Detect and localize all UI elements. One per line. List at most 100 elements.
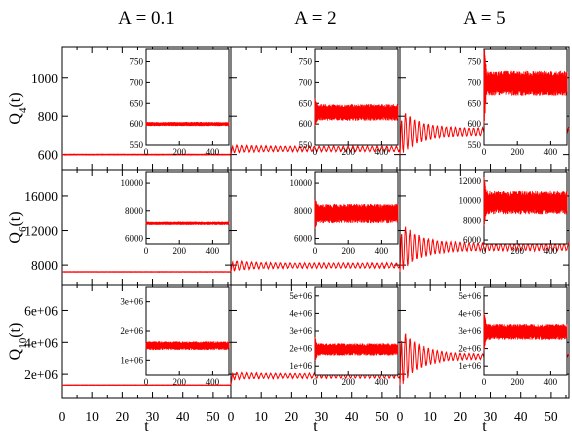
inset-x-tick-label: 400 (206, 147, 220, 157)
x-tick-label: 10 (254, 409, 268, 424)
inset-x-tick-label: 0 (313, 147, 318, 157)
inset-y-tick-label: 8000 (463, 215, 482, 225)
inset-series-line (314, 199, 399, 228)
inset-y-tick-label: 5e+06 (458, 291, 481, 301)
x-tick-label: 40 (514, 409, 528, 424)
column-header: A = 0.1 (118, 8, 175, 29)
series-line (61, 153, 232, 156)
inset-x-tick-label: 400 (544, 377, 558, 387)
y-tick-label: 2e+06 (24, 367, 58, 382)
x-tick-label: 20 (454, 409, 468, 424)
inset-frame (145, 286, 230, 376)
inset-x-tick-label: 0 (144, 246, 149, 256)
column-header: A = 5 (463, 8, 505, 29)
inset-y-tick-label: 5e+06 (289, 291, 312, 301)
inset-x-tick-label: 200 (341, 377, 355, 387)
inset-x-tick-label: 0 (144, 147, 149, 157)
inset-x-tick-label: 400 (544, 147, 558, 157)
inset-x-tick-label: 0 (482, 246, 487, 256)
inset-x-tick-label: 200 (510, 246, 524, 256)
inset-y-tick-label: 550 (130, 140, 144, 150)
inset-frame (145, 48, 230, 146)
inset-y-tick-label: 10000 (459, 196, 482, 206)
inset-series-line (314, 337, 399, 361)
series-line (230, 259, 401, 273)
x-tick-label: 40 (176, 409, 190, 424)
inset-x-tick-label: 400 (375, 147, 389, 157)
series-line (61, 271, 232, 274)
inset-x-tick-label: 200 (510, 377, 524, 387)
inset-series-line (483, 312, 568, 351)
inset-y-tick-label: 2e+06 (120, 326, 143, 336)
y-tick-label: 800 (38, 109, 59, 124)
inset-y-tick-label: 700 (130, 77, 144, 87)
inset-y-tick-label: 8000 (294, 206, 313, 216)
y-tick-label: 8000 (31, 258, 58, 273)
row-ylabel: Q6(t) (7, 211, 29, 243)
x-axis-label: t (313, 418, 318, 434)
inset-x-tick-label: 0 (144, 377, 149, 387)
inset-y-tick-label: 3e+06 (289, 326, 312, 336)
inset-x-tick-label: 0 (313, 246, 318, 256)
x-tick-label: 10 (85, 409, 99, 424)
inset-y-tick-label: 600 (130, 119, 144, 129)
y-tick-label: 600 (38, 148, 59, 163)
inset-y-tick-label: 2e+06 (289, 344, 312, 354)
inset-y-tick-label: 3e+06 (458, 326, 481, 336)
inset-y-tick-label: 650 (468, 98, 482, 108)
row-ylabel: Q10(t) (7, 323, 29, 361)
inset-x-tick-label: 400 (544, 246, 558, 256)
inset-series-line (483, 177, 568, 226)
series-line (230, 143, 401, 155)
x-tick-label: 50 (206, 409, 220, 424)
panel-frame (399, 284, 570, 399)
x-tick-label: 0 (59, 409, 66, 424)
inset-series-line (145, 341, 230, 351)
inset-y-tick-label: 4e+06 (458, 308, 481, 318)
inset-frame (145, 171, 230, 245)
inset-y-tick-label: 2e+06 (458, 344, 481, 354)
series-line (399, 226, 570, 273)
x-tick-label: 20 (285, 409, 299, 424)
inset-y-tick-label: 650 (130, 98, 144, 108)
x-tick-label: 50 (375, 409, 389, 424)
inset-x-tick-label: 200 (510, 147, 524, 157)
inset-frame (483, 48, 568, 146)
x-tick-label: 30 (146, 409, 160, 424)
inset-y-tick-label: 750 (468, 57, 482, 67)
x-axis-label: t (144, 418, 149, 434)
inset-y-tick-label: 600 (299, 119, 313, 129)
x-tick-label: 10 (423, 409, 437, 424)
x-tick-label: 20 (116, 409, 130, 424)
y-tick-label: 12000 (24, 224, 58, 239)
inset-y-tick-label: 4e+06 (289, 308, 312, 318)
column-header: A = 2 (294, 8, 336, 29)
inset-series-line (145, 122, 230, 127)
y-tick-label: 4e+06 (24, 335, 58, 350)
x-tick-label: 40 (345, 409, 359, 424)
inset-y-tick-label: 700 (299, 77, 313, 87)
inset-y-tick-label: 6000 (294, 233, 313, 243)
inset-y-tick-label: 750 (299, 57, 313, 67)
inset-y-tick-label: 1e+06 (458, 361, 481, 371)
x-tick-label: 30 (484, 409, 498, 424)
inset-x-tick-label: 200 (341, 147, 355, 157)
inset-series-line (145, 221, 230, 225)
inset-x-tick-label: 200 (341, 246, 355, 256)
inset-y-tick-label: 8000 (125, 206, 144, 216)
inset-x-tick-label: 200 (172, 246, 186, 256)
inset-x-tick-label: 200 (172, 377, 186, 387)
inset-x-tick-label: 400 (375, 377, 389, 387)
inset-y-tick-label: 6000 (463, 235, 482, 245)
inset-frame (314, 48, 399, 146)
inset-y-tick-label: 1e+06 (120, 355, 143, 365)
inset-y-tick-label: 550 (468, 140, 482, 150)
inset-y-tick-label: 750 (130, 57, 144, 67)
inset-y-tick-label: 1e+06 (289, 361, 312, 371)
inset-y-tick-label: 6000 (125, 233, 144, 243)
inset-y-tick-label: 10000 (290, 178, 313, 188)
inset-series-line (483, 49, 568, 126)
x-tick-label: 50 (544, 409, 558, 424)
inset-y-tick-label: 700 (468, 77, 482, 87)
inset-y-tick-label: 3e+06 (120, 297, 143, 307)
